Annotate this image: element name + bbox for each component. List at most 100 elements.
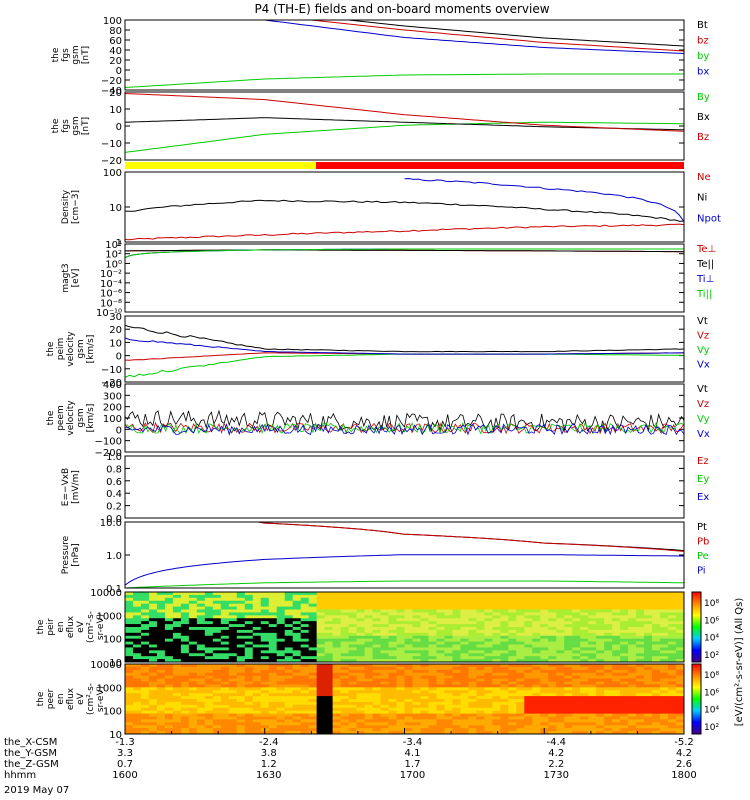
spectrogram-cell: [324, 600, 334, 605]
spectrogram-cell: [388, 719, 398, 723]
spectrogram-cell: [620, 644, 629, 648]
spectrogram-cell: [228, 690, 238, 694]
spectrogram-cell: [548, 719, 557, 723]
spectrogram-cell: [588, 675, 597, 680]
spectrogram-cell: [204, 638, 214, 643]
spectrogram-cell: [412, 687, 421, 691]
spectrogram-cell: [524, 621, 533, 625]
spectrogram-cell: [125, 728, 134, 732]
spectrogram-cell: [588, 597, 597, 602]
spectrogram-cell: [220, 666, 230, 671]
spectrogram-cell: [156, 722, 166, 726]
spectrogram-cell: [388, 666, 398, 671]
spectrogram-cell: [292, 704, 302, 709]
spectrogram-cell: [532, 650, 541, 654]
spectrogram-cell: [316, 699, 326, 703]
spectrogram-cell: [532, 707, 541, 712]
spectrogram-cell: [308, 731, 318, 735]
spectrogram-cell: [364, 592, 374, 596]
spectrogram-cell: [284, 618, 294, 622]
spectrogram-cell: [652, 644, 661, 648]
panel-6-ylabel: the peem velocity gsm [km/s]: [46, 400, 96, 436]
spectrogram-cell: [428, 641, 437, 645]
spectrogram-cell: [580, 693, 589, 697]
spectrogram-cell: [140, 597, 150, 602]
spectrogram-cell: [460, 722, 469, 726]
spectrogram-cell: [276, 594, 286, 599]
spectrogram-cell: [308, 710, 318, 715]
spectrogram-cell: [268, 666, 278, 671]
spectrogram-cell: [148, 632, 158, 637]
spectrogram-cell: [444, 606, 453, 610]
spectrogram-cell: [492, 678, 501, 682]
spectrogram-cell: [652, 710, 661, 715]
spectrogram-cell: [476, 666, 485, 671]
spectrogram-cell: [460, 693, 469, 697]
panel-2-ylabel: the fgs gsm [nT]: [51, 116, 91, 135]
spectrogram-cell: [148, 701, 158, 706]
spectrogram-cell: [548, 641, 557, 645]
spectrogram-cell: [564, 592, 573, 596]
spectrogram-cell: [316, 627, 326, 631]
spectrogram-cell: [172, 647, 182, 651]
spectrogram-cell: [540, 681, 549, 685]
spectrogram-cell: [436, 690, 445, 694]
spectrogram-cell: [596, 669, 605, 674]
spectrogram-cell: [380, 719, 390, 723]
spectrogram-cell: [412, 669, 421, 674]
ylabel-line: velocity: [66, 331, 76, 367]
spectrogram-cell: [180, 638, 190, 643]
spectrogram-cell: [676, 731, 685, 735]
spectrogram-cell: [132, 666, 142, 671]
spectrogram-cell: [284, 699, 294, 703]
spectrogram-cell: [572, 664, 581, 668]
spectrogram-cell: [356, 693, 366, 697]
spectrogram-cell: [236, 621, 246, 625]
spectrogram-cell: [156, 669, 166, 674]
spectrogram-cell: [380, 624, 390, 628]
spectrogram-cell: [644, 731, 653, 735]
spectrogram-cell: [556, 624, 565, 628]
spectrogram-cell: [444, 669, 453, 674]
spectrogram-cell: [380, 722, 390, 726]
spectrogram-cell: [244, 713, 254, 717]
spectrogram-cell: [676, 693, 685, 697]
spectrogram-cell: [412, 632, 421, 637]
spectrogram-cell: [276, 666, 286, 671]
spectrogram-cell: [388, 699, 398, 703]
spectrogram-cell: [316, 629, 326, 634]
spectrogram-cell: [644, 664, 653, 668]
spectrogram-cell: [188, 624, 198, 628]
spectrogram-cell: [492, 666, 501, 671]
spectrogram-cell: [508, 641, 517, 645]
spectrogram-cell: [404, 618, 413, 622]
spectrogram-cell: [148, 666, 158, 671]
spectrogram-cell: [628, 629, 637, 634]
spectrogram-cell: [132, 624, 142, 628]
spectrogram-cell: [324, 629, 334, 634]
spectrogram-cell: [220, 719, 230, 723]
spectrogram-cell: [548, 629, 557, 634]
spectrogram-cell: [660, 731, 669, 735]
spectrogram-cell: [444, 594, 453, 599]
spectrogram-cell: [580, 632, 589, 637]
ytick-label: 0: [116, 122, 122, 133]
spectrogram-cell: [484, 606, 493, 610]
spectrogram-cell: [156, 713, 166, 717]
spectrogram-cell: [644, 672, 653, 677]
spectrogram-cell: [212, 713, 222, 717]
spectrogram-cell: [484, 612, 493, 616]
ytick-label: 10: [109, 658, 122, 669]
spectrogram-cell: [228, 653, 238, 657]
spectrogram-cell: [332, 675, 342, 680]
spectrogram-cell: [212, 597, 222, 602]
spectrogram-cell: [132, 609, 142, 613]
spectrogram-cell: [252, 690, 262, 694]
spectrogram-cell: [572, 638, 581, 643]
spectrogram-cell: [228, 678, 238, 682]
spectrogram-cell: [172, 594, 182, 599]
spectrogram-cell: [292, 690, 302, 694]
colorbar-tick-label: 10⁶: [704, 616, 719, 626]
spectrogram-cell: [652, 672, 661, 677]
spectrogram-cell: [676, 641, 685, 645]
